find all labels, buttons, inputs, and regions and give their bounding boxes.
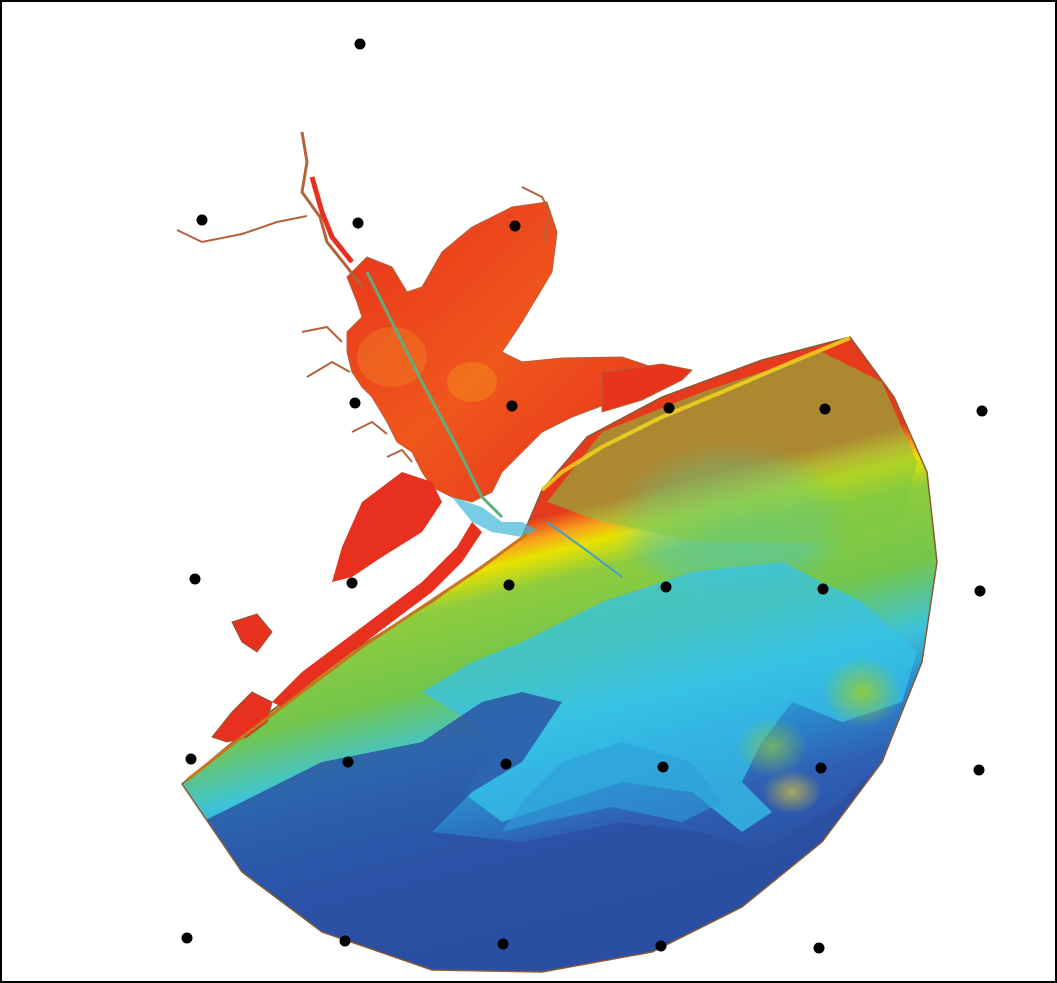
sample-point[interactable]: [497, 938, 509, 950]
sample-point[interactable]: [189, 573, 201, 585]
sample-point[interactable]: [509, 220, 521, 232]
sample-point[interactable]: [500, 758, 512, 770]
sample-point[interactable]: [974, 585, 986, 597]
sample-point[interactable]: [506, 400, 518, 412]
bay-water-region: [176, 131, 851, 782]
sample-point[interactable]: [655, 940, 667, 952]
sample-point[interactable]: [815, 762, 827, 774]
sample-point[interactable]: [342, 756, 354, 768]
sample-point[interactable]: [819, 403, 831, 415]
sample-point[interactable]: [346, 577, 358, 589]
sample-points-layer: [181, 38, 988, 954]
sample-point[interactable]: [813, 942, 825, 954]
offshore-sea-region: [180, 336, 938, 973]
sample-point[interactable]: [339, 935, 351, 947]
sample-point[interactable]: [196, 214, 208, 226]
sample-point[interactable]: [503, 579, 515, 591]
sample-point[interactable]: [181, 932, 193, 944]
sample-point[interactable]: [973, 764, 985, 776]
sample-point[interactable]: [817, 583, 829, 595]
sample-point[interactable]: [185, 753, 197, 765]
sample-point[interactable]: [663, 402, 675, 414]
sample-point[interactable]: [976, 405, 988, 417]
sample-point[interactable]: [352, 217, 364, 229]
sample-point[interactable]: [349, 397, 361, 409]
sample-point[interactable]: [660, 581, 672, 593]
sample-point[interactable]: [354, 38, 366, 50]
sample-point[interactable]: [657, 761, 669, 773]
